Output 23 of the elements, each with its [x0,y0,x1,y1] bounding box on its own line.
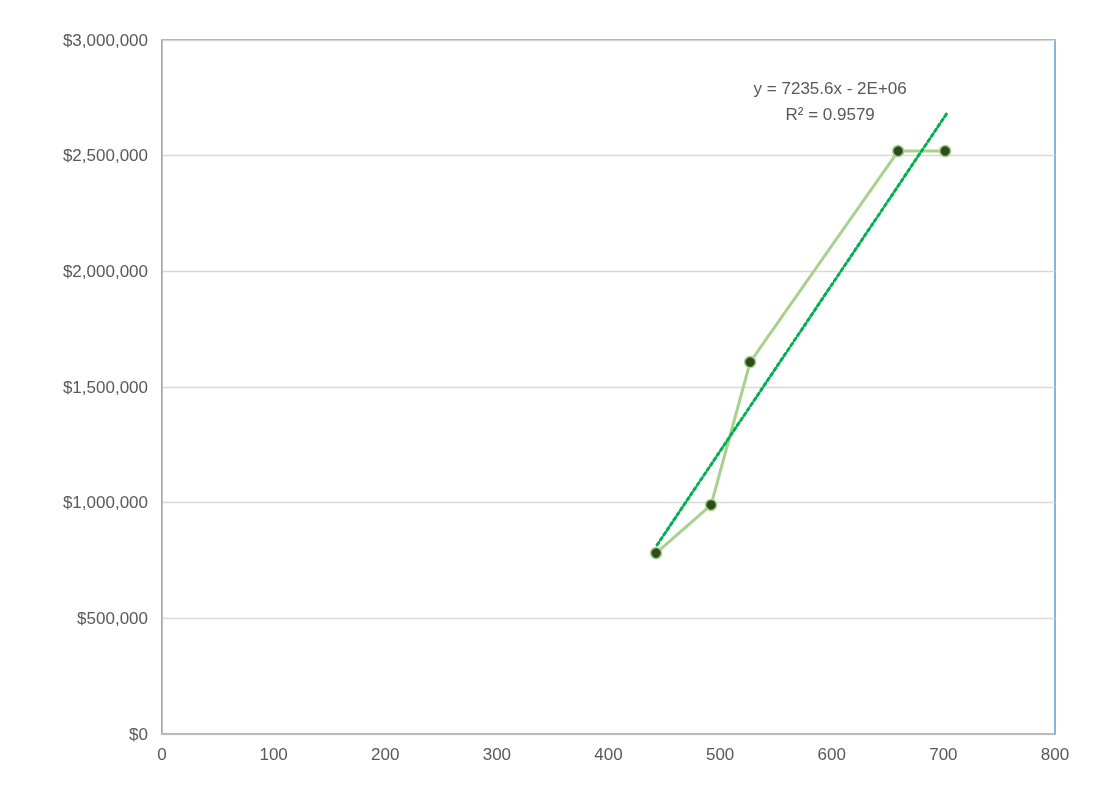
x-tick-label: 700 [929,745,958,764]
y-tick-label: $500,000 [77,608,148,628]
x-tick-label: 800 [1040,745,1070,764]
y-tick-label: $1,000,000 [62,493,148,513]
point [743,355,757,369]
x-tick-label: 0 [157,745,167,764]
y-tick-label: $1,500,000 [62,377,148,397]
x-tick-label: 400 [594,745,623,764]
y-tick-label: $2,500,000 [62,146,148,166]
x-tick-label: 200 [371,745,400,764]
x-tick-label: 100 [259,745,288,764]
y-tick-label: $3,000,000 [62,30,148,50]
point [891,144,905,158]
point [704,498,718,512]
x-tick-label: 300 [482,745,512,764]
y-tick-label: $0 [129,724,148,744]
annotation: R² = 0.9579 [785,105,875,125]
y-tick-label: $2,000,000 [62,261,148,281]
x-tick-label: 600 [817,745,846,764]
point [649,546,663,560]
point [938,144,952,158]
x-tick-label: 500 [705,745,735,764]
annotation: y = 7235.6x - 2E+06 [753,79,907,99]
